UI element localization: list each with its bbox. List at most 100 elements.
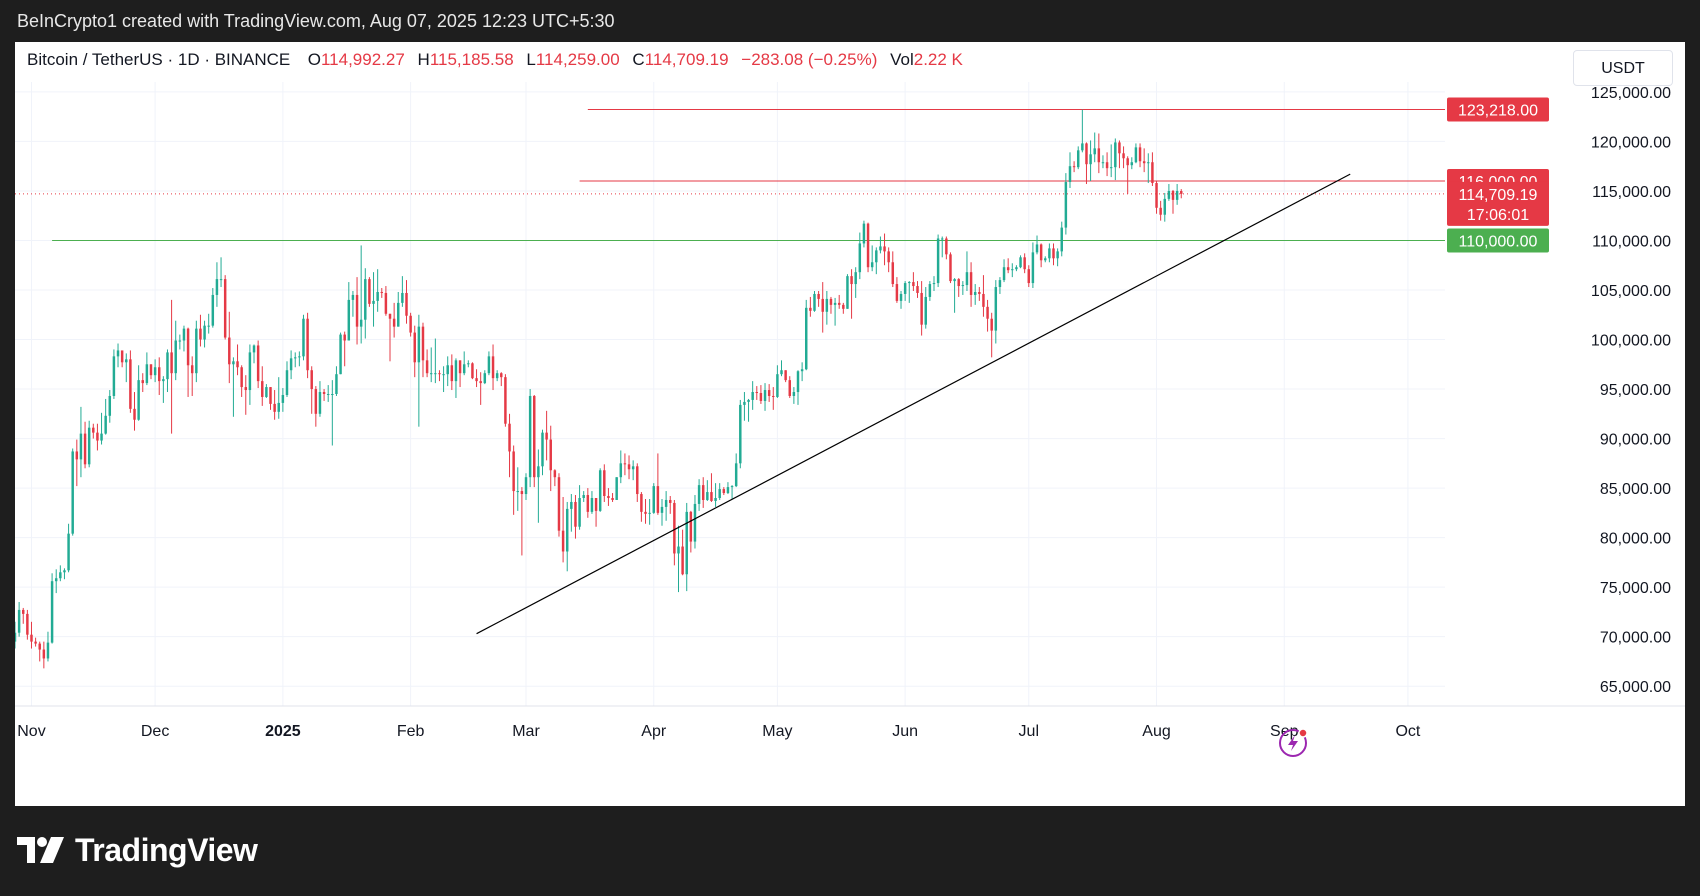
candle-body [796,371,800,393]
candle-body [1175,190,1179,200]
candle-body [640,494,643,512]
candle-body [34,641,37,644]
candle-body [821,298,824,312]
candle-body [1159,207,1162,215]
candle-body [285,370,289,395]
x-tick-label: Jul [1019,723,1039,740]
y-tick-label: 80,000.00 [1600,531,1671,548]
candle-body [1064,182,1068,228]
currency-button[interactable]: USDT [1573,50,1673,86]
candle-body [916,286,919,293]
candle-body [170,352,173,374]
candle-body [899,293,903,301]
candle-body [219,279,223,281]
chart-panel[interactable]: 65,000.00 70,000.00 75,000.00 80,000.00 85,0… [15,42,1685,806]
close-label: C [632,50,645,69]
candle-body [195,328,198,374]
candle-body [1097,148,1101,163]
candle-body [924,296,927,325]
candle-body [397,302,400,327]
candle-body [825,298,829,312]
candle-body [973,291,977,295]
candle-body [256,345,260,382]
candle-body [322,392,326,394]
candle-body [252,345,256,353]
candle-body [574,501,577,527]
candle-body [1056,251,1059,259]
candle-body [772,395,775,397]
candle-body [891,262,895,285]
candle-body [166,352,169,380]
candle-body [520,491,524,495]
candle-body [1109,167,1113,169]
price-label-text: 123,218.00 [1458,103,1538,120]
candle-body [71,451,74,534]
candle-body [236,361,239,368]
tradingview-logo-icon [17,837,64,863]
symbol-label[interactable]: Bitcoin / TetherUS · 1D · BINANCE [27,50,291,69]
candle-body [846,276,849,309]
candle-body [582,495,585,498]
candle-body [1006,267,1010,271]
candle-body [1089,154,1092,165]
x-tick-label: Sep [1270,723,1299,740]
candle-body [936,238,940,284]
price-axis: 65,000.00 70,000.00 75,000.00 80,000.00 85,0… [1591,85,1671,696]
candle-body [689,511,693,542]
candle-body [388,313,392,319]
candle-body [434,373,437,375]
candle-body [718,489,721,498]
candle-body [500,373,503,378]
candle-body [607,496,610,498]
candle-body [1035,244,1039,253]
candle-body [784,370,787,381]
candle-body [648,512,651,514]
candle-body [289,358,293,371]
horizontal-lines [15,109,1445,241]
candle-body [54,578,58,582]
candle-body [1134,147,1138,163]
candlestick-chart[interactable]: 65,000.00 70,000.00 75,000.00 80,000.00 85,0… [15,42,1685,806]
candle-body [326,394,330,395]
candle-body [664,499,668,507]
candle-body [578,498,581,527]
candle-body [355,294,359,327]
chart-grid [15,82,1445,706]
candle-body [681,546,684,575]
y-tick-label: 100,000.00 [1591,333,1671,350]
candle-body [1130,162,1134,166]
candle-body [409,315,412,333]
candle-body [850,276,853,285]
candle-body [743,401,746,405]
candle-body [697,485,701,504]
candle-body [557,477,561,531]
candle-body [335,374,338,394]
candle-body [30,634,33,642]
flash-icon[interactable] [1279,728,1308,757]
x-tick-label: Dec [141,723,169,740]
trendline-layer [476,173,1351,635]
candle-body [623,463,627,465]
candle-body [1072,166,1076,168]
candle-body [644,511,647,514]
candle-body [79,433,83,460]
candle-body [986,306,989,319]
candle-body [421,326,425,361]
candle-body [174,340,177,374]
candle-body [339,334,342,375]
trendline [476,173,1351,635]
change-value: −283.08 (−0.25%) [741,50,878,69]
candle-body [701,485,705,500]
volume-label: Vol [890,50,914,69]
candle-body [1019,257,1022,268]
candle-body [331,394,334,395]
candle-body [1011,269,1014,271]
tradingview-logo[interactable]: TradingView [17,828,258,872]
y-tick-label: 70,000.00 [1600,630,1671,647]
candle-body [228,337,231,365]
candle-body [969,272,973,295]
candle-body [903,283,907,294]
candle-body [42,649,46,659]
candle-body [277,402,280,412]
x-tick-label: Aug [1142,723,1170,740]
